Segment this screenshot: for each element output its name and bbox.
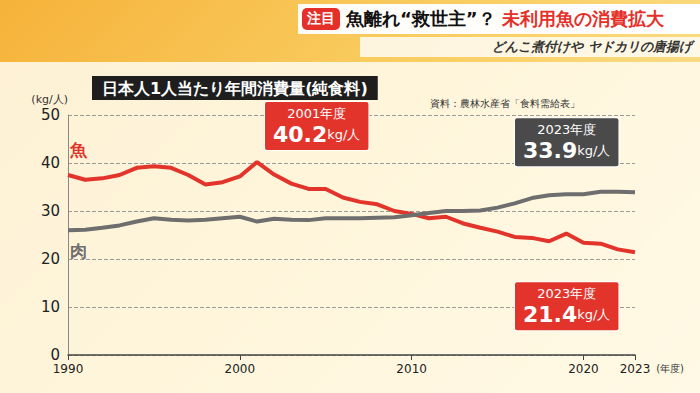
svg-text:40.2: 40.2 <box>273 122 327 147</box>
svg-text:資料：農林水産省「食料需給表」: 資料：農林水産省「食料需給表」 <box>430 98 580 109</box>
svg-text:魚: 魚 <box>69 140 88 160</box>
svg-text:50: 50 <box>41 106 60 124</box>
svg-text:1990: 1990 <box>53 362 84 376</box>
svg-text:30: 30 <box>41 202 60 220</box>
svg-text:2010: 2010 <box>396 362 427 376</box>
svg-text:21.4: 21.4 <box>523 302 577 327</box>
svg-text:2000: 2000 <box>225 362 256 376</box>
svg-text:kg/人: kg/人 <box>577 307 610 322</box>
svg-text:2023年度: 2023年度 <box>537 122 596 137</box>
html-text:魚離れ“救世主”？ 未利用魚の消費拡大: 魚離れ“救世主”？ 未利用魚の消費拡大 <box>346 8 664 29</box>
svg-text:2023年度: 2023年度 <box>537 286 596 301</box>
svg-text:40: 40 <box>41 154 60 172</box>
svg-text:(kg/人): (kg/人) <box>31 93 68 106</box>
svg-text:kg/人: kg/人 <box>327 127 360 142</box>
svg-text:0: 0 <box>50 346 60 364</box>
svg-text:2023: 2023 <box>620 362 651 376</box>
svg-text:日本人1人当たり年間消費量(純食料): 日本人1人当たり年間消費量(純食料) <box>102 79 368 98</box>
svg-text:2001年度: 2001年度 <box>287 106 346 121</box>
svg-text:kg/人: kg/人 <box>577 143 610 158</box>
svg-text:2020: 2020 <box>568 362 599 376</box>
svg-text:10: 10 <box>41 298 60 316</box>
svg-text:20: 20 <box>41 250 60 268</box>
svg-text:33.9: 33.9 <box>523 138 577 163</box>
html-text:注目: 注目 <box>307 10 335 26</box>
svg-text:肉: 肉 <box>70 241 87 261</box>
svg-text:(年度): (年度) <box>656 363 684 374</box>
html-text:どんこ煮付けや ヤドカリの唐揚げ: どんこ煮付けや ヤドカリの唐揚げ <box>492 39 692 54</box>
